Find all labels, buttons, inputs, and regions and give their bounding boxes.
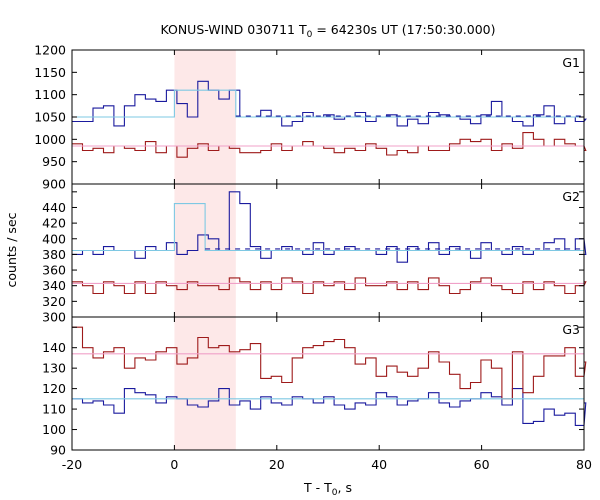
panel-g1 [72, 80, 587, 158]
chart-title: KONUS-WIND 030711 T0 = 64230s UT (17:50:… [160, 22, 495, 40]
x-axis-title: T - T0, s [303, 480, 352, 498]
y-tick-label: 1050 [34, 110, 66, 125]
series-blue-g1 [72, 80, 587, 127]
panel-label: G3 [562, 322, 580, 337]
y-tick-label: 120 [42, 381, 66, 396]
y-tick-label: 380 [42, 247, 66, 262]
fit-cyan-g2 [72, 203, 584, 252]
y-tick-label: 340 [42, 278, 66, 293]
y-tick-label: 360 [42, 263, 66, 278]
series-blue-g2 [72, 191, 587, 263]
y-tick-label: 1100 [34, 87, 66, 102]
y-axis-title: counts / sec [4, 212, 19, 287]
x-tick-label: 80 [576, 457, 592, 472]
series-red-g3 [72, 326, 587, 400]
series-red-g2 [72, 277, 587, 295]
y-tick-label: 440 [42, 200, 66, 215]
panel-g3 [72, 326, 587, 426]
y-tick-label: 100 [42, 422, 66, 437]
y-tick-label: 400 [42, 231, 66, 246]
tick-labels: 90095010001050110011501200G1300320340360… [34, 43, 592, 473]
x-tick-label: 40 [371, 457, 387, 472]
x-tick-label: -20 [62, 457, 82, 472]
y-tick-label: 900 [42, 177, 66, 192]
x-tick-label: 60 [474, 457, 490, 472]
x-tick-label: 20 [269, 457, 285, 472]
series-blue-g3 [72, 388, 587, 426]
fit-cyan-g1 [72, 89, 584, 118]
y-tick-label: 140 [42, 340, 66, 355]
panel-label: G1 [562, 55, 580, 70]
y-tick-label: 950 [42, 154, 66, 169]
y-tick-label: 110 [42, 402, 66, 417]
panel-frame-g3 [71, 316, 585, 451]
y-tick-label: 90 [50, 443, 66, 458]
y-tick-label: 300 [42, 310, 66, 325]
y-tick-label: 1150 [34, 65, 66, 80]
panel-label: G2 [562, 189, 580, 204]
panel-g2 [72, 191, 587, 295]
y-tick-label: 420 [42, 216, 66, 231]
y-tick-label: 320 [42, 294, 66, 309]
y-tick-label: 1000 [34, 132, 66, 147]
data-layer [72, 80, 587, 426]
y-tick-label: 1200 [34, 43, 66, 58]
y-tick-label: 130 [42, 361, 66, 376]
x-tick-label: 0 [170, 457, 178, 472]
series-red-g1 [72, 132, 587, 158]
tick-marks [71, 49, 585, 451]
